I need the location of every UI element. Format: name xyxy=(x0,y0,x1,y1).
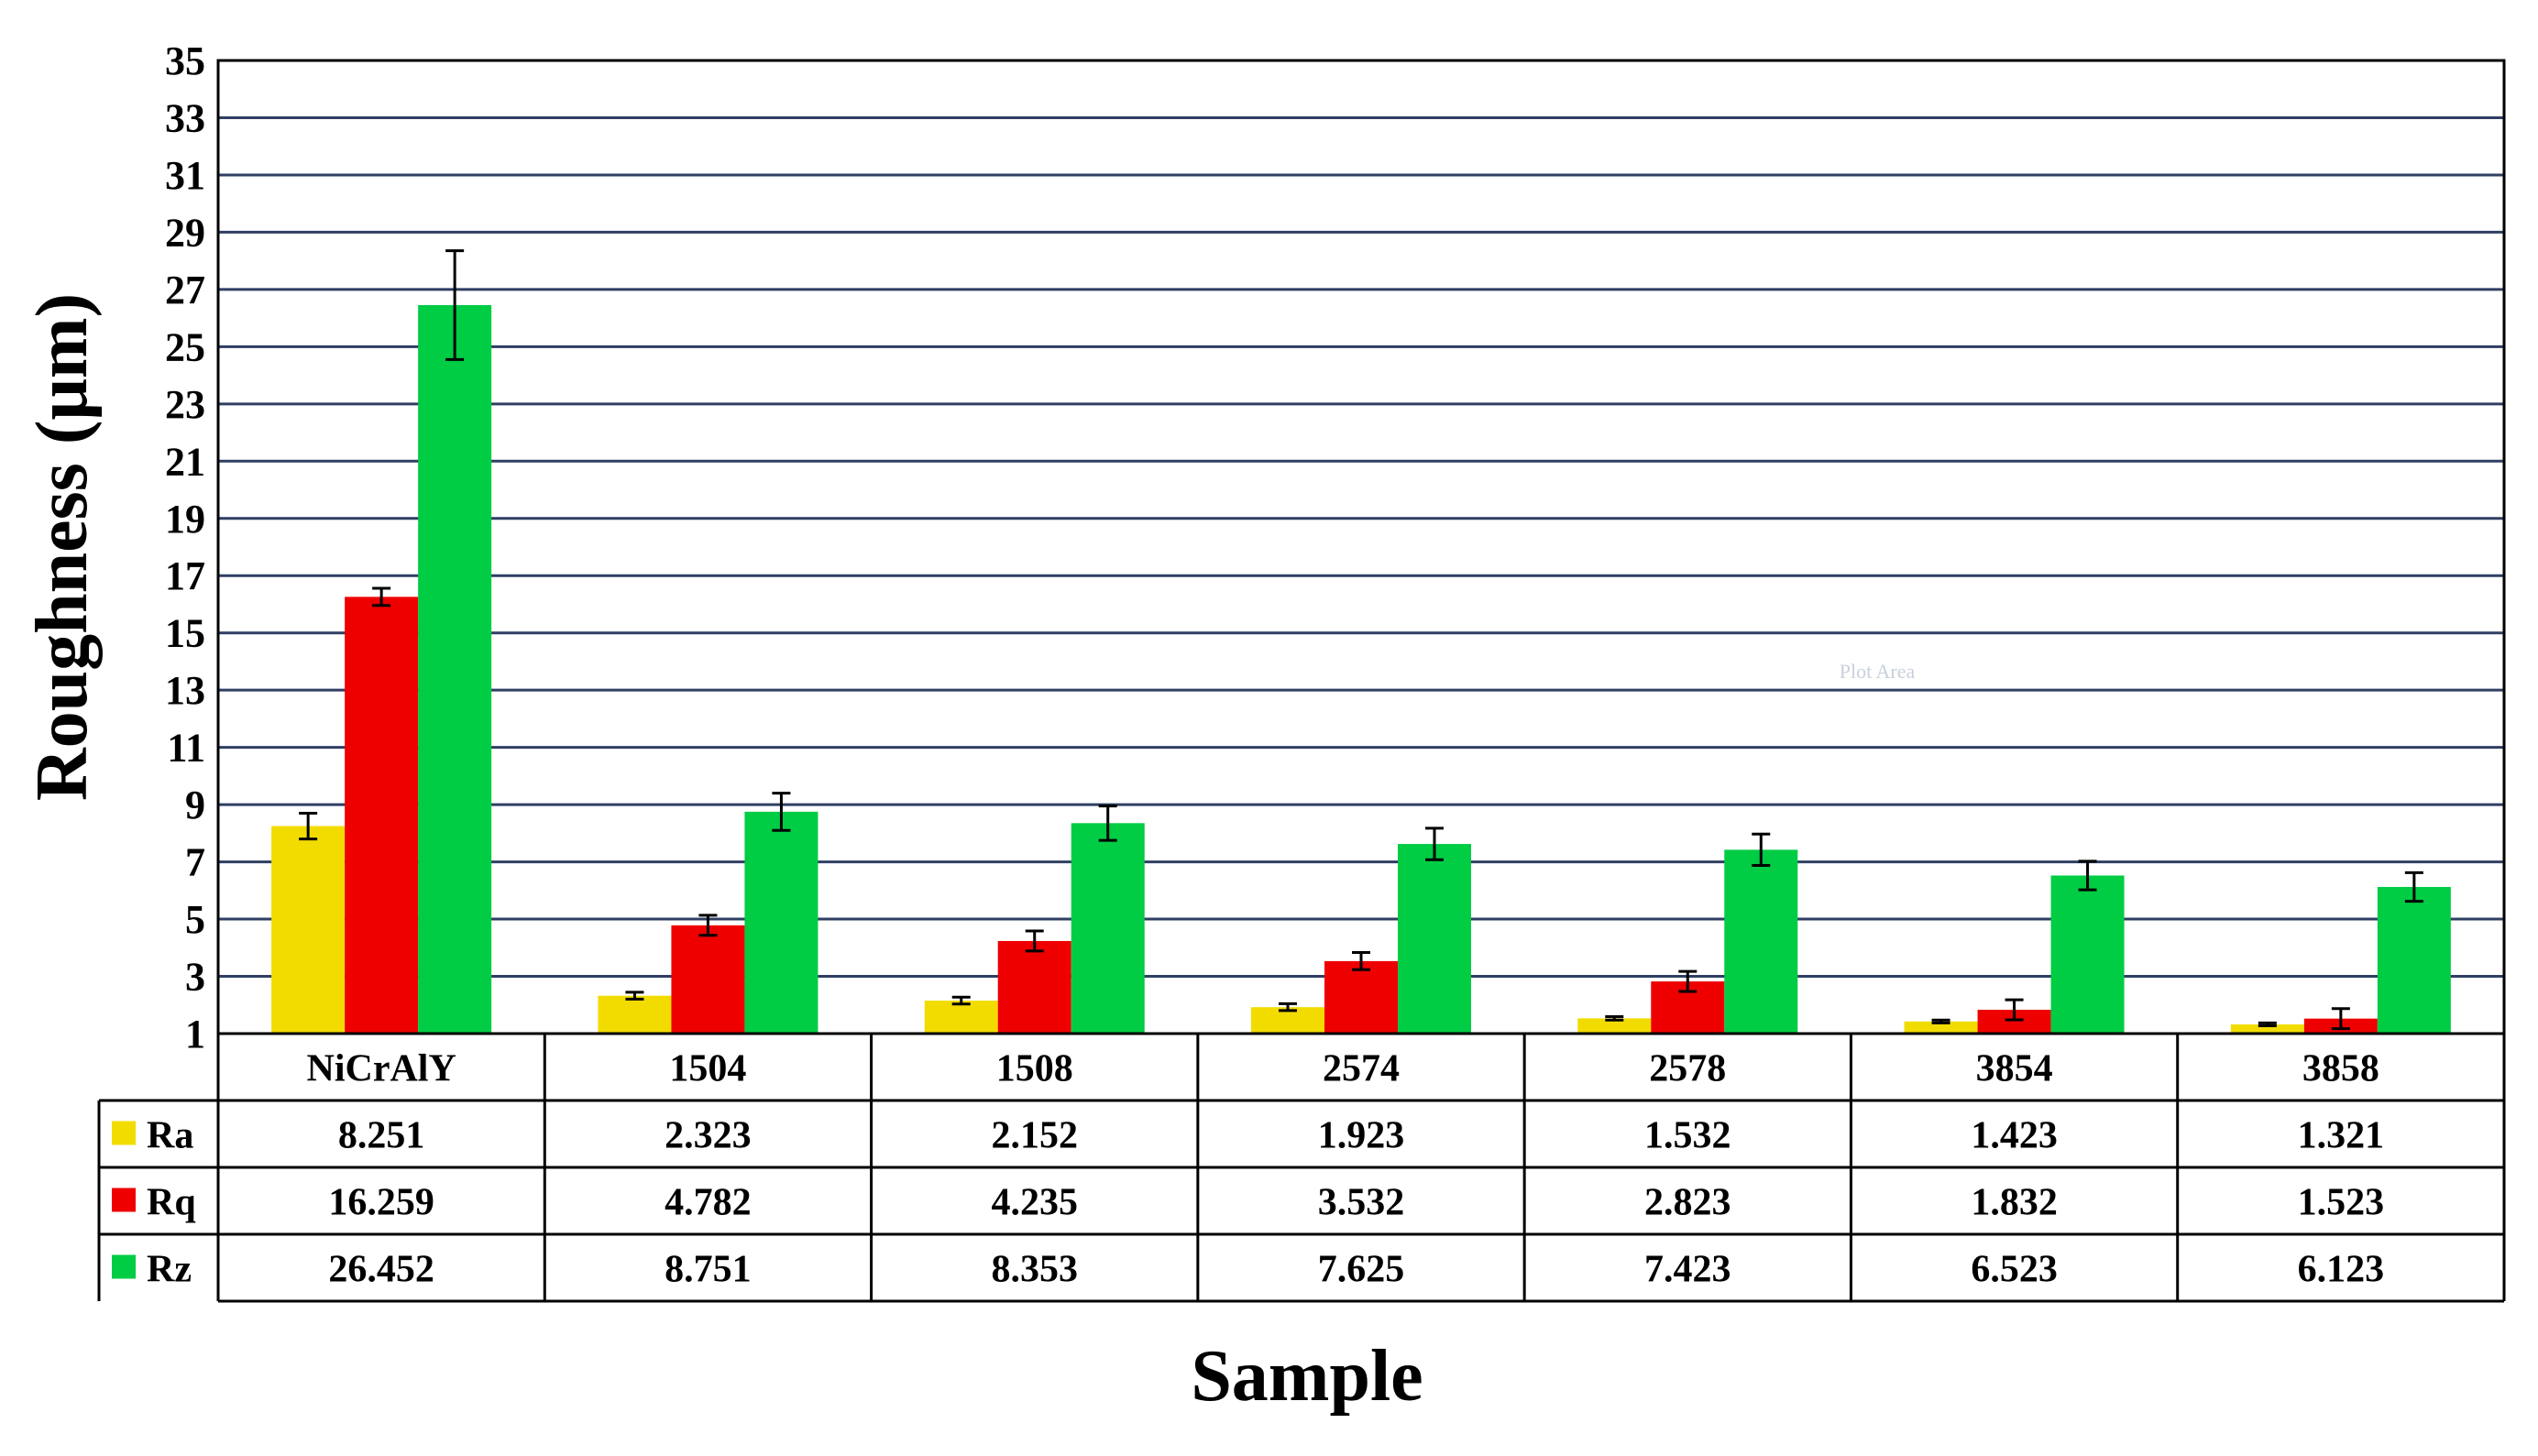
data-label: 7.423 xyxy=(1644,1249,1731,1291)
bar-ra-3858 xyxy=(2230,1024,2304,1034)
bar-ra-nicraly xyxy=(271,826,346,1034)
x-tick-label: NiCrAlY xyxy=(306,1048,456,1090)
x-tick-label: 2574 xyxy=(1323,1048,1400,1090)
data-label: 2.323 xyxy=(665,1115,752,1157)
y-tick-label: 33 xyxy=(165,95,205,140)
data-label: 8.751 xyxy=(665,1249,752,1291)
x-axis-label: Sample xyxy=(1191,1336,1423,1417)
data-label: 4.782 xyxy=(665,1182,752,1224)
plot-area-border xyxy=(216,59,2506,1035)
data-label: 1.532 xyxy=(1644,1115,1731,1157)
bar-rq-1504 xyxy=(671,925,745,1034)
y-tick-label: 3 xyxy=(185,955,205,1000)
bar-rz-2578 xyxy=(1724,849,1798,1034)
data-label: 2.152 xyxy=(991,1115,1078,1157)
data-label: 26.452 xyxy=(328,1249,434,1291)
data-label: 6.523 xyxy=(1971,1249,2058,1291)
data-label: 8.353 xyxy=(991,1249,1078,1291)
data-label: 1.523 xyxy=(2298,1182,2385,1224)
legend-label-ra: Ra xyxy=(147,1115,193,1157)
x-tick-label: 1504 xyxy=(669,1048,746,1090)
data-label: 1.923 xyxy=(1318,1115,1405,1157)
y-tick-label: 17 xyxy=(165,553,205,598)
x-tick-label: 3858 xyxy=(2302,1048,2379,1090)
bar-rz-nicraly xyxy=(418,304,492,1035)
bar-ra-1504 xyxy=(598,995,672,1034)
y-tick-label: 1 xyxy=(185,1012,205,1056)
bar-rq-nicraly xyxy=(345,597,419,1034)
bar-ra-2578 xyxy=(1577,1018,1652,1034)
y-axis-label: Roughness (μm) xyxy=(22,293,103,801)
y-tick-label: 9 xyxy=(185,783,205,827)
y-tick-label: 23 xyxy=(165,382,205,427)
data-label: 3.532 xyxy=(1318,1182,1405,1224)
legend-swatch-ra xyxy=(112,1121,136,1145)
y-tick-label: 25 xyxy=(165,324,205,369)
x-tick-label: 1508 xyxy=(996,1048,1073,1090)
legend-swatch-rq xyxy=(112,1188,136,1212)
plot-area-annotation: Plot Area xyxy=(1840,660,1916,683)
bar-rz-1508 xyxy=(1071,823,1145,1034)
y-tick-label: 19 xyxy=(165,497,205,542)
data-label: 16.259 xyxy=(328,1182,434,1224)
legend-label-rz: Rz xyxy=(147,1249,192,1291)
y-tick-label: 27 xyxy=(165,268,205,312)
plot-area xyxy=(218,60,2504,1034)
data-label: 8.251 xyxy=(338,1115,425,1157)
y-tick-label: 21 xyxy=(165,439,205,484)
data-label: 6.123 xyxy=(2298,1249,2385,1291)
bar-ra-3854 xyxy=(1904,1021,1978,1034)
bar-ra-1508 xyxy=(924,1001,998,1034)
data-label: 4.235 xyxy=(991,1182,1078,1224)
y-tick-label: 15 xyxy=(165,611,205,656)
bar-rz-2574 xyxy=(1398,844,1471,1034)
y-tick-label: 31 xyxy=(165,153,205,198)
y-tick-label: 35 xyxy=(165,38,205,83)
error-bars xyxy=(299,249,2423,1031)
bars xyxy=(271,304,2451,1035)
y-tick-label: 7 xyxy=(185,840,205,885)
bar-rq-2574 xyxy=(1324,960,1398,1034)
bar-rz-3858 xyxy=(2377,886,2451,1034)
y-tick-label: 29 xyxy=(165,210,205,255)
x-tick-label: 2578 xyxy=(1649,1048,1726,1090)
y-tick-label: 11 xyxy=(167,726,205,771)
data-label: 7.625 xyxy=(1318,1249,1405,1291)
x-tick-label: 3854 xyxy=(1976,1048,2053,1090)
data-label: 2.823 xyxy=(1644,1182,1731,1224)
data-table: NiCrAlY 1504 1508 2574 2578 3854 3858 Ra 8.251 2.… xyxy=(97,1034,2506,1303)
data-label: 1.832 xyxy=(1971,1182,2058,1224)
y-tick-label: 5 xyxy=(185,897,205,942)
bar-rz-3854 xyxy=(2050,875,2125,1034)
data-label: 1.321 xyxy=(2298,1115,2385,1157)
legend-swatch-rz xyxy=(112,1254,136,1279)
data-label: 1.423 xyxy=(1971,1115,2058,1157)
bar-rz-1504 xyxy=(744,811,819,1034)
legend-label-rq: Rq xyxy=(147,1182,196,1224)
y-tick-label: 13 xyxy=(165,668,205,713)
gridlines xyxy=(218,115,2504,979)
bar-rq-1508 xyxy=(997,940,1071,1034)
